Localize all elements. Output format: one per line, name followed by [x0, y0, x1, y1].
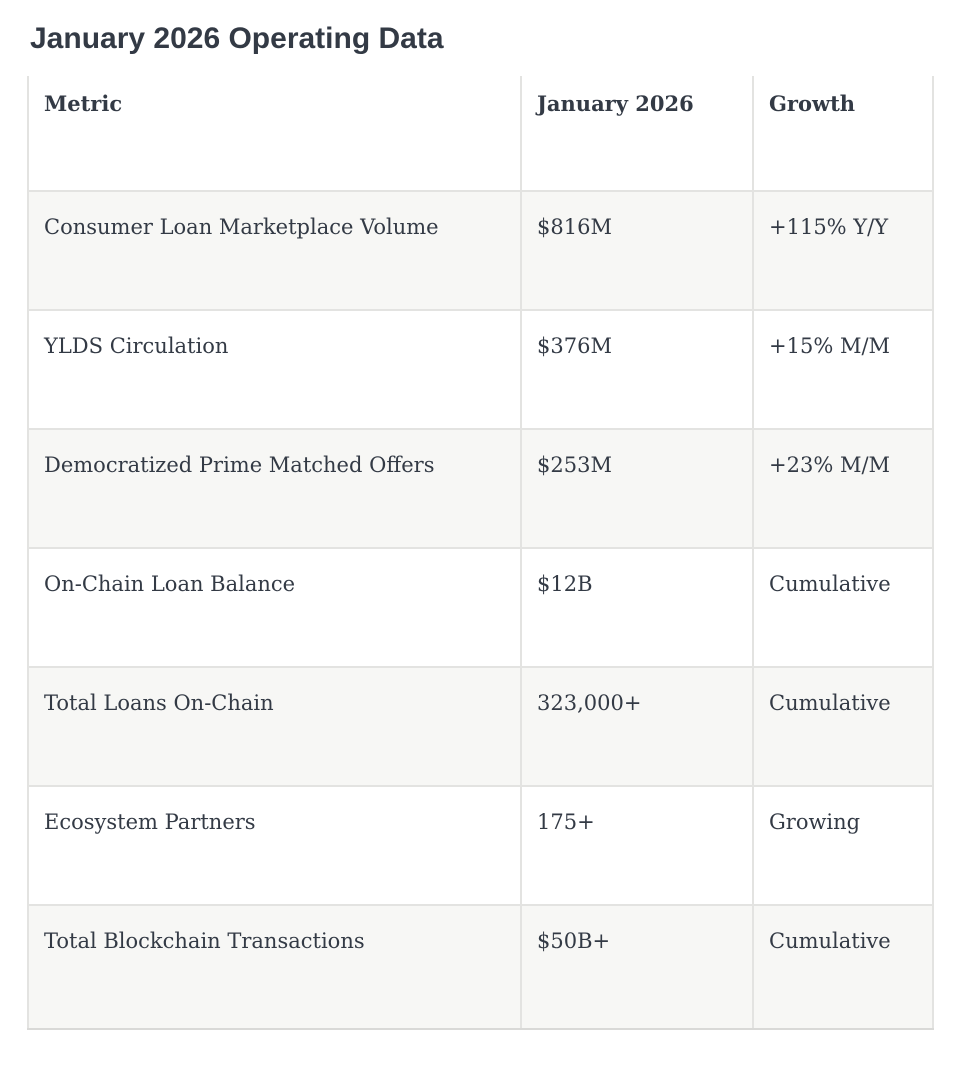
growth-cell: +115% Y/Y [752, 190, 934, 311]
table-row: On-Chain Loan Balance $12B Cumulative [27, 547, 934, 668]
col-header-january-2026: January 2026 [520, 76, 754, 192]
table-row: Consumer Loan Marketplace Volume $816M +… [27, 190, 934, 311]
table-row: YLDS Circulation $376M +15% M/M [27, 309, 934, 430]
growth-cell: Cumulative [752, 904, 934, 1030]
page-title: January 2026 Operating Data [30, 22, 444, 55]
metric-cell: On-Chain Loan Balance [27, 547, 522, 668]
growth-cell: +23% M/M [752, 428, 934, 549]
col-header-growth: Growth [752, 76, 934, 192]
table-row: Total Loans On-Chain 323,000+ Cumulative [27, 666, 934, 787]
metric-cell: Consumer Loan Marketplace Volume [27, 190, 522, 311]
operating-data-table: Metric January 2026 Growth Consumer Loan… [27, 76, 934, 1030]
growth-cell: Cumulative [752, 666, 934, 787]
value-cell: $253M [520, 428, 754, 549]
table-row: Democratized Prime Matched Offers $253M … [27, 428, 934, 549]
value-cell: 175+ [520, 785, 754, 906]
value-cell: $816M [520, 190, 754, 311]
value-cell: $12B [520, 547, 754, 668]
header-row: Metric January 2026 Growth [27, 76, 934, 192]
growth-cell: Cumulative [752, 547, 934, 668]
metric-cell: Total Loans On-Chain [27, 666, 522, 787]
growth-cell: Growing [752, 785, 934, 906]
value-cell: $376M [520, 309, 754, 430]
table-row: Ecosystem Partners 175+ Growing [27, 785, 934, 906]
metric-cell: YLDS Circulation [27, 309, 522, 430]
value-cell: $50B+ [520, 904, 754, 1030]
metric-cell: Ecosystem Partners [27, 785, 522, 906]
growth-cell: +15% M/M [752, 309, 934, 430]
table-row: Total Blockchain Transactions $50B+ Cumu… [27, 904, 934, 1030]
metric-cell: Total Blockchain Transactions [27, 904, 522, 1030]
value-cell: 323,000+ [520, 666, 754, 787]
metric-cell: Democratized Prime Matched Offers [27, 428, 522, 549]
page: January 2026 Operating Data Metric Janua… [0, 22, 972, 1030]
col-header-metric: Metric [27, 76, 522, 192]
